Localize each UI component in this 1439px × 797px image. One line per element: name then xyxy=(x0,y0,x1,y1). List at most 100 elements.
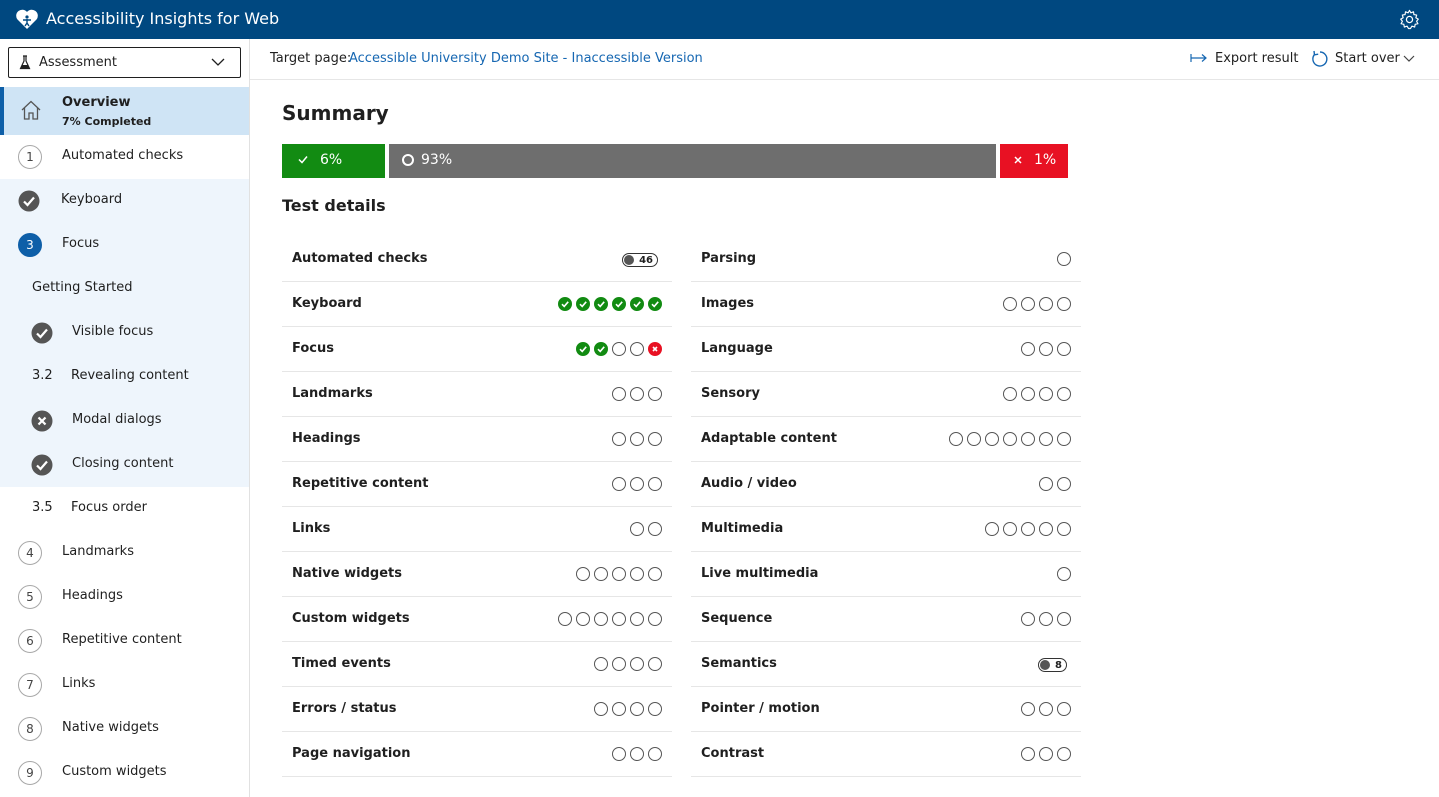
export-arrow-icon xyxy=(1190,54,1207,62)
nav-item-landmarks[interactable]: 4 Landmarks xyxy=(0,531,249,575)
test-name: Parsing xyxy=(701,251,757,266)
nav-item-label: Landmarks xyxy=(62,544,134,559)
nav-item-visible-focus[interactable]: Visible focus xyxy=(0,311,249,355)
test-row-links[interactable]: Links xyxy=(282,507,672,552)
test-row-contrast[interactable]: Contrast xyxy=(691,732,1081,777)
incomplete-status-icon xyxy=(1057,432,1071,446)
incomplete-status-icon xyxy=(576,612,590,626)
test-row-language[interactable]: Language xyxy=(691,327,1081,372)
nav-item-focus[interactable]: 3 Focus xyxy=(0,223,249,267)
test-details-heading: Test details xyxy=(282,196,386,215)
test-row-custom-widgets[interactable]: Custom widgets xyxy=(282,597,672,642)
test-row-adaptable-content[interactable]: Adaptable content xyxy=(691,417,1081,462)
summary-fail-percent: 1% xyxy=(1034,152,1057,168)
overview-title: Overview xyxy=(62,95,131,110)
nav-item-focus-order[interactable]: 3.5 Focus order xyxy=(0,487,249,531)
nav-overview[interactable]: Overview 7% Completed xyxy=(0,87,249,135)
test-row-live-multimedia[interactable]: Live multimedia xyxy=(691,552,1081,597)
failure-count-badge: 46 xyxy=(622,253,658,267)
incomplete-status-icon xyxy=(630,657,644,671)
incomplete-status-icon xyxy=(612,702,626,716)
nav-item-getting-started[interactable]: Getting Started xyxy=(0,267,249,311)
test-row-page-navigation[interactable]: Page navigation xyxy=(282,732,672,777)
nav-item-custom-widgets[interactable]: 9 Custom widgets xyxy=(0,751,249,795)
nav-item-revealing-content[interactable]: 3.2 Revealing content xyxy=(0,355,249,399)
nav-item-label: Native widgets xyxy=(62,720,159,735)
nav-item-repetitive-content[interactable]: 6 Repetitive content xyxy=(0,619,249,663)
test-row-headings[interactable]: Headings xyxy=(282,417,672,462)
nav-item-keyboard[interactable]: Keyboard xyxy=(0,179,249,223)
incomplete-status-icon xyxy=(648,477,662,491)
incomplete-status-icon xyxy=(1021,432,1035,446)
test-details-left-column: Automated checks 46 Keyboard Focus Landmarks… xyxy=(282,237,672,777)
test-row-parsing[interactable]: Parsing xyxy=(691,237,1081,282)
refresh-icon xyxy=(1312,50,1328,67)
incomplete-status-icon xyxy=(1039,432,1053,446)
test-row-pointer-motion[interactable]: Pointer / motion xyxy=(691,687,1081,732)
incomplete-status-icon xyxy=(630,477,644,491)
nav-item-label: Revealing content xyxy=(71,368,189,383)
test-row-keyboard[interactable]: Keyboard xyxy=(282,282,672,327)
incomplete-status-icon xyxy=(967,432,981,446)
incomplete-status-icon xyxy=(1057,567,1071,581)
assessment-selector[interactable]: Assessment xyxy=(8,47,241,78)
test-name: Multimedia xyxy=(701,521,784,536)
nav-item-automated-checks[interactable]: 1 Automated checks xyxy=(0,135,249,179)
test-row-focus[interactable]: Focus xyxy=(282,327,672,372)
incomplete-status-icon xyxy=(630,387,644,401)
test-row-landmarks[interactable]: Landmarks xyxy=(282,372,672,417)
test-row-errors-status[interactable]: Errors / status xyxy=(282,687,672,732)
requirement-status-icons xyxy=(594,702,662,716)
requirement-status-icons xyxy=(594,657,662,671)
overview-progress: 7% Completed xyxy=(62,115,152,128)
nav-item-links[interactable]: 7 Links xyxy=(0,663,249,707)
incomplete-status-icon xyxy=(1057,252,1071,266)
fail-status-icon xyxy=(648,342,662,356)
requirement-status-icons xyxy=(576,342,662,356)
test-row-audio-video[interactable]: Audio / video xyxy=(691,462,1081,507)
step-number-badge: 5 xyxy=(18,585,42,609)
step-number-badge: 1 xyxy=(18,145,42,169)
nav-item-label: Keyboard xyxy=(61,192,123,207)
test-name: Language xyxy=(701,341,773,356)
test-row-native-widgets[interactable]: Native widgets xyxy=(282,552,672,597)
flask-icon xyxy=(19,55,31,70)
requirement-status-icons xyxy=(630,522,662,536)
nav-item-label: Visible focus xyxy=(72,324,154,339)
incomplete-status-icon xyxy=(612,657,626,671)
test-row-sensory[interactable]: Sensory xyxy=(691,372,1081,417)
summary-heading: Summary xyxy=(282,101,389,125)
assessment-selector-label: Assessment xyxy=(39,55,117,70)
test-name: Native widgets xyxy=(292,566,402,581)
settings-gear-icon[interactable] xyxy=(1398,8,1421,31)
test-row-repetitive-content[interactable]: Repetitive content xyxy=(282,462,672,507)
start-over-button[interactable]: Start over xyxy=(1311,49,1421,71)
nav-item-native-widgets[interactable]: 8 Native widgets xyxy=(0,707,249,751)
requirement-status-icons xyxy=(1021,342,1071,356)
test-row-images[interactable]: Images xyxy=(691,282,1081,327)
pass-status-icon xyxy=(576,342,590,356)
nav-item-closing-content[interactable]: Closing content xyxy=(0,443,249,487)
incomplete-status-icon xyxy=(1021,522,1035,536)
test-name: Custom widgets xyxy=(292,611,410,626)
requirement-status-icons xyxy=(985,522,1071,536)
incomplete-status-icon xyxy=(1039,612,1053,626)
incomplete-status-icon xyxy=(1039,342,1053,356)
test-row-timed-events[interactable]: Timed events xyxy=(282,642,672,687)
test-name: Repetitive content xyxy=(292,476,429,491)
incomplete-status-icon xyxy=(1057,387,1071,401)
nav-item-headings[interactable]: 5 Headings xyxy=(0,575,249,619)
test-row-semantics[interactable]: Semantics 8 xyxy=(691,642,1081,687)
requirement-status-icons xyxy=(949,432,1071,446)
pass-status-icon xyxy=(630,297,644,311)
nav-item-modal-dialogs[interactable]: Modal dialogs xyxy=(0,399,249,443)
chevron-down-icon xyxy=(1403,55,1415,62)
test-row-multimedia[interactable]: Multimedia xyxy=(691,507,1081,552)
incomplete-status-icon xyxy=(648,747,662,761)
nav-item-label: Links xyxy=(62,676,96,691)
test-row-sequence[interactable]: Sequence xyxy=(691,597,1081,642)
target-page-link[interactable]: Accessible University Demo Site - Inacce… xyxy=(349,51,703,66)
start-over-label: Start over xyxy=(1335,51,1400,66)
test-row-automated-checks[interactable]: Automated checks 46 xyxy=(282,237,672,282)
incomplete-status-icon xyxy=(1057,612,1071,626)
